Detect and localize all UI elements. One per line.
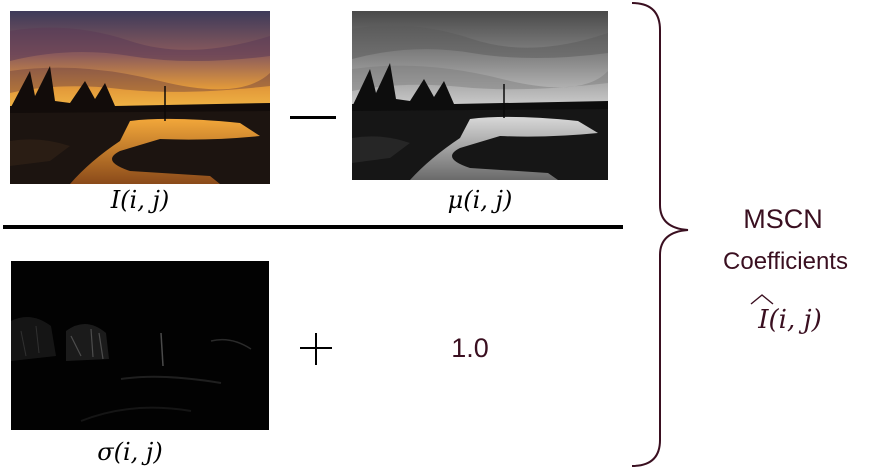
local-mean-label: μ(i, j) — [447, 186, 513, 214]
right-curly-brace — [631, 2, 689, 467]
result-symbol: I(i, j) — [758, 305, 822, 335]
original-image — [10, 11, 270, 184]
fraction-bar — [3, 225, 623, 229]
minus-sign — [290, 116, 336, 119]
local-mean-image — [352, 11, 608, 180]
result-title: MSCN — [743, 204, 823, 234]
constant-term: 1.0 — [451, 333, 489, 363]
local-std-label: σ(i, j) — [97, 438, 163, 466]
plus-sign — [300, 333, 332, 365]
local-std-image — [11, 261, 269, 430]
result-subtitle: Coefficients — [723, 248, 848, 275]
original-image-label: I(i, j) — [110, 186, 170, 214]
hat-accent-icon — [750, 294, 774, 305]
